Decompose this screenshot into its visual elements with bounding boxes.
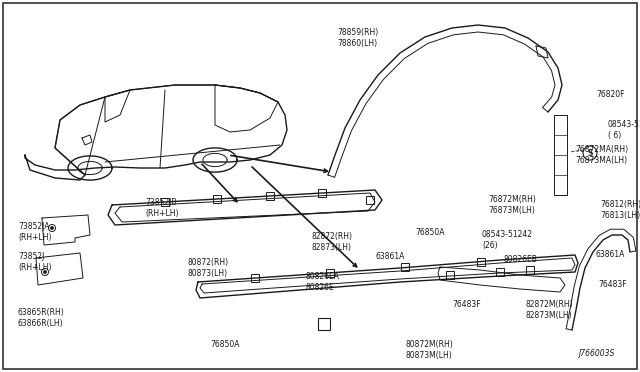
Text: 76820F: 76820F: [596, 90, 625, 99]
Text: 78859(RH)
78860(LH): 78859(RH) 78860(LH): [337, 28, 378, 48]
Bar: [477, 258, 484, 266]
Text: 63861A: 63861A: [596, 250, 625, 259]
Bar: [319, 189, 326, 197]
Bar: [250, 274, 259, 282]
Text: 76872M(RH)
76873M(LH): 76872M(RH) 76873M(LH): [488, 195, 536, 215]
Text: 73852J
(RH+LH): 73852J (RH+LH): [18, 252, 51, 272]
Text: 80826EB: 80826EB: [504, 255, 538, 264]
Text: 82872M(RH)
82873M(LH): 82872M(RH) 82873M(LH): [525, 300, 573, 320]
Circle shape: [51, 227, 54, 230]
Text: 76850A: 76850A: [210, 340, 239, 349]
Text: 76483F: 76483F: [452, 300, 481, 309]
Text: 80872(RH)
80873(LH): 80872(RH) 80873(LH): [188, 258, 229, 278]
Text: 76850A: 76850A: [415, 228, 445, 237]
Bar: [213, 195, 221, 203]
Text: 82872(RH)
82873(LH): 82872(RH) 82873(LH): [312, 232, 353, 252]
Text: 80872M(RH)
80873M(LH): 80872M(RH) 80873M(LH): [405, 340, 452, 360]
Bar: [266, 192, 274, 200]
Circle shape: [44, 270, 47, 273]
Text: 63861A: 63861A: [376, 252, 405, 261]
Text: 73852JB
(RH+LH): 73852JB (RH+LH): [145, 198, 179, 218]
Text: 80826EA
80826E: 80826EA 80826E: [305, 272, 339, 292]
Bar: [366, 196, 374, 204]
Text: 76483F: 76483F: [598, 280, 627, 289]
Text: J766003S: J766003S: [579, 349, 615, 358]
Bar: [326, 269, 334, 276]
Text: 76812(RH)
76813(LH): 76812(RH) 76813(LH): [600, 200, 640, 220]
Text: 76872MA(RH)
76873MA(LH): 76872MA(RH) 76873MA(LH): [575, 145, 628, 165]
Bar: [446, 271, 454, 279]
Bar: [496, 268, 504, 276]
Bar: [318, 318, 330, 330]
Bar: [161, 198, 168, 206]
Text: 63865R(RH)
63866R(LH): 63865R(RH) 63866R(LH): [18, 308, 65, 328]
Text: 08543-51242
( 6): 08543-51242 ( 6): [608, 120, 640, 140]
Text: 08543-51242
(26): 08543-51242 (26): [482, 230, 533, 250]
Bar: [526, 266, 534, 274]
Text: 73852JA
(RH+LH): 73852JA (RH+LH): [18, 222, 51, 242]
Text: S: S: [588, 148, 593, 157]
Bar: [401, 263, 410, 271]
